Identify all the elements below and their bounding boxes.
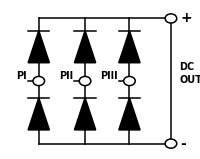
Polygon shape [28, 31, 49, 63]
Polygon shape [118, 31, 139, 63]
Polygon shape [74, 31, 95, 63]
Circle shape [33, 76, 44, 86]
Polygon shape [74, 98, 95, 130]
Text: PII: PII [59, 71, 73, 81]
Circle shape [79, 76, 90, 86]
Circle shape [123, 76, 135, 86]
Text: -: - [179, 137, 185, 151]
Text: PIII: PIII [99, 71, 117, 81]
Circle shape [164, 14, 176, 23]
Polygon shape [118, 98, 139, 130]
Text: DC
OUT: DC OUT [179, 62, 200, 85]
Text: +: + [179, 11, 191, 25]
Circle shape [164, 139, 176, 148]
Polygon shape [28, 98, 49, 130]
Text: PI: PI [16, 71, 27, 81]
